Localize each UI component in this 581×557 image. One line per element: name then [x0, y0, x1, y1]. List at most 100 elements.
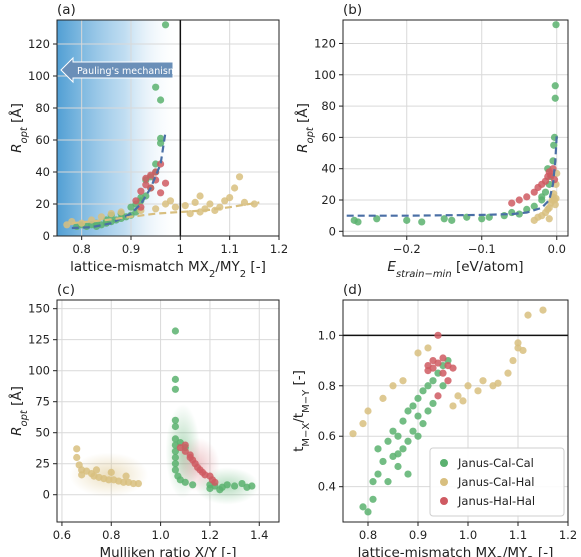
- series-janus-cal-hal: [349, 306, 547, 438]
- data-point: [530, 202, 538, 210]
- data-point: [399, 377, 407, 385]
- data-point: [549, 165, 557, 173]
- data-point: [403, 216, 411, 224]
- data-point: [509, 356, 517, 365]
- data-point: [414, 432, 422, 440]
- data-point: [373, 215, 381, 223]
- data-point: [479, 377, 487, 385]
- data-point: [73, 453, 81, 462]
- legend-marker: [440, 478, 448, 486]
- y-axis-label: Ropt [Å]: [294, 103, 316, 153]
- panel-0: Pauling's mechanism 0.8 0.9 1 1.1 1.2 0 20 40 60 8…: [8, 2, 288, 280]
- data-point: [414, 412, 422, 420]
- axes-frame: [56, 19, 280, 237]
- data-point: [186, 210, 194, 218]
- x-tick-label: 0.0: [548, 242, 566, 256]
- y-tick-label: 100: [28, 364, 50, 378]
- data-point: [474, 387, 482, 395]
- data-point: [448, 216, 456, 224]
- x-tick-label: 0.9: [122, 242, 140, 256]
- data-point: [68, 218, 76, 226]
- data-point: [552, 21, 560, 29]
- data-point: [550, 176, 559, 184]
- legend-label: Janus-Hal-Hal: [457, 494, 535, 508]
- data-point: [171, 203, 179, 211]
- data-point: [439, 382, 447, 390]
- data-point: [120, 478, 128, 486]
- legend-marker: [440, 497, 448, 505]
- data-point: [359, 420, 367, 428]
- data-point: [105, 476, 113, 484]
- data-point: [369, 478, 377, 486]
- data-point: [171, 460, 179, 468]
- data-point: [449, 364, 457, 372]
- data-point: [181, 478, 189, 486]
- panel-1: −0.2 −0.1 0.0 0 20 40 60 80 100 120 (b) Estrain−min…: [294, 2, 569, 280]
- plot-area: [343, 300, 568, 522]
- x-tick-label: 1.1: [221, 242, 239, 256]
- y-tick-label: 120: [28, 37, 50, 51]
- data-point: [414, 349, 422, 357]
- data-point: [92, 466, 101, 474]
- data-point: [384, 478, 392, 486]
- panel-label: (d): [343, 282, 362, 298]
- data-point: [171, 447, 179, 455]
- data-point: [171, 327, 179, 335]
- data-point: [248, 482, 256, 490]
- panel-2: 0.6 0.8 1.0 1.2 1.4 0 25 50 75 100 125 150 (c) Mullik…: [8, 282, 280, 557]
- data-point: [504, 369, 512, 377]
- legend: Janus-Cal-Cal Janus-Cal-Hal Janus-Hal-Hal: [429, 447, 565, 517]
- data-point: [399, 445, 407, 453]
- x-tick-label: 0.8: [102, 528, 120, 542]
- data-point: [374, 470, 382, 478]
- data-point: [369, 495, 377, 503]
- data-point: [414, 394, 422, 402]
- y-tick-label: 100: [314, 68, 336, 82]
- x-tick-label: 1: [177, 242, 184, 256]
- data-point: [157, 160, 165, 168]
- data-point: [478, 215, 486, 223]
- arrow-left-icon: [60, 56, 174, 84]
- data-point: [171, 416, 179, 424]
- data-point: [419, 387, 427, 395]
- data-point: [157, 134, 165, 142]
- legend-label: Janus-Cal-Cal: [457, 456, 534, 470]
- data-point: [181, 202, 189, 210]
- data-point: [181, 447, 189, 455]
- mechanism-shaded-region: [57, 20, 181, 236]
- data-point: [240, 198, 249, 206]
- data-point: [152, 160, 160, 168]
- data-point: [552, 194, 560, 203]
- data-point: [424, 382, 432, 390]
- data-point: [191, 198, 199, 206]
- y-tick-label: 20: [35, 197, 50, 211]
- plot-area: [343, 20, 568, 236]
- data-point: [514, 339, 522, 347]
- data-point: [152, 83, 160, 91]
- data-point: [354, 218, 362, 226]
- data-point: [117, 208, 125, 216]
- data-point: [189, 481, 197, 489]
- panel-label: (c): [57, 282, 75, 298]
- data-point: [171, 422, 179, 431]
- trend-line: [71, 131, 167, 230]
- data-point: [449, 402, 457, 410]
- legend-marker: [440, 459, 448, 467]
- trend-line: [346, 134, 558, 217]
- data-point: [419, 420, 427, 428]
- y-tick-label: 25: [35, 457, 50, 471]
- data-point: [216, 486, 224, 494]
- x-axis-label: lattice-mismatch MX2/MY2 [-]: [70, 259, 266, 280]
- data-point: [132, 197, 140, 205]
- data-point: [129, 479, 138, 488]
- data-point: [137, 187, 145, 195]
- data-point: [424, 344, 432, 352]
- y-tick-label: 0: [43, 229, 50, 243]
- panel-label: (b): [343, 2, 362, 18]
- data-point: [171, 385, 179, 393]
- data-point: [97, 213, 105, 221]
- data-point: [78, 219, 86, 227]
- data-point: [389, 427, 397, 435]
- data-point: [394, 450, 402, 458]
- y-tick-label: 40: [35, 165, 50, 179]
